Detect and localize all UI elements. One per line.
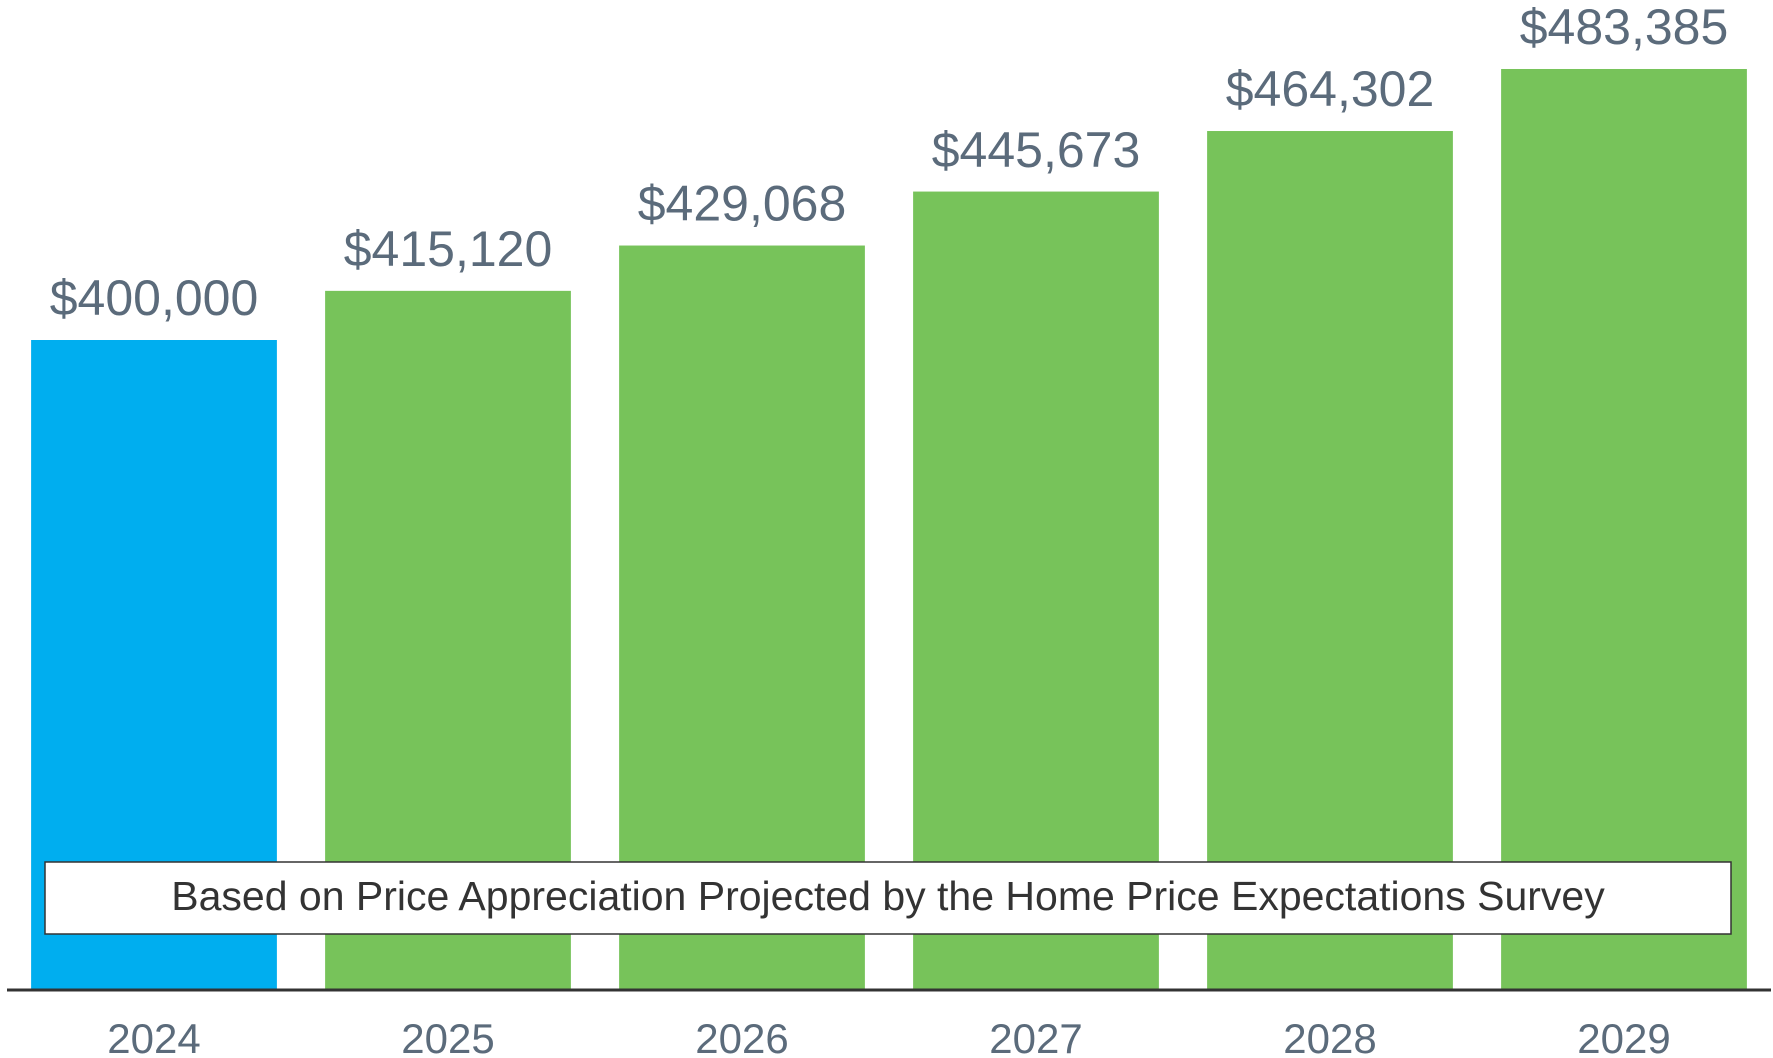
value-label: $415,120 bbox=[344, 221, 553, 277]
bar bbox=[913, 191, 1159, 990]
annotation-box bbox=[44, 861, 1732, 935]
value-label: $400,000 bbox=[50, 270, 259, 326]
value-label: $445,673 bbox=[932, 122, 1141, 178]
x-tick-label: 2028 bbox=[1283, 1015, 1376, 1058]
x-tick-label: 2026 bbox=[695, 1015, 788, 1058]
value-label: $483,385 bbox=[1520, 0, 1729, 55]
value-label: $429,068 bbox=[638, 176, 847, 232]
value-label: $464,302 bbox=[1226, 61, 1435, 117]
x-tick-label: 2024 bbox=[107, 1015, 200, 1058]
bar bbox=[1207, 131, 1453, 990]
x-tick-label: 2027 bbox=[989, 1015, 1082, 1058]
x-tick-label: 2025 bbox=[401, 1015, 494, 1058]
x-tick-label: 2029 bbox=[1577, 1015, 1670, 1058]
bar bbox=[1501, 68, 1747, 990]
annotation: Based on Price Appreciation Projected by… bbox=[171, 873, 1605, 919]
